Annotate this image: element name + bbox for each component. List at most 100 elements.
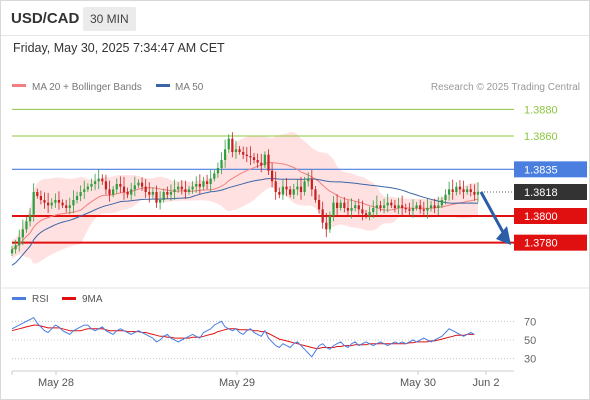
- candle-body: [466, 189, 469, 192]
- candle-body: [220, 160, 223, 168]
- level-badge-1.3780: [514, 234, 587, 251]
- candle-body: [411, 208, 415, 211]
- candle-body: [119, 184, 122, 187]
- candle-body: [379, 205, 382, 208]
- rsi-tick-30: 30: [524, 354, 536, 366]
- candle-body: [86, 186, 89, 190]
- candle-body: [317, 200, 321, 210]
- rsi-legend-label: RSI: [32, 294, 49, 305]
- candle-body: [177, 186, 180, 190]
- candle-body: [10, 249, 14, 254]
- candle-body: [112, 189, 115, 195]
- candle-body: [458, 186, 462, 190]
- candle-body: [122, 186, 126, 192]
- candle-body: [473, 192, 476, 195]
- candle-body: [404, 208, 407, 210]
- candle-body: [433, 205, 436, 208]
- rsi-ma-line: [11, 324, 475, 349]
- candle-body: [426, 208, 429, 211]
- rsi-ma-legend-label: 9MA: [82, 294, 103, 305]
- candle-body: [187, 189, 191, 192]
- candle-body: [245, 154, 248, 156]
- candle-body: [260, 162, 263, 166]
- rsi-tick-70: 70: [524, 316, 536, 328]
- candle-body: [263, 154, 266, 166]
- bollinger-band-area: [12, 132, 478, 264]
- candle-body: [393, 205, 397, 208]
- level-label-1.3835: 1.3835: [524, 164, 558, 176]
- forecast-arrow: [479, 191, 511, 245]
- x-axis: May 28 May 29 May 30 Jun 2: [11, 370, 514, 389]
- candle-body: [289, 189, 292, 195]
- level-badge-1.3835: [514, 161, 587, 178]
- candle-body: [90, 184, 93, 187]
- level-badge-1.3818: [514, 184, 587, 200]
- level-badge-1.3800: [514, 208, 587, 224]
- candle-body: [213, 173, 216, 179]
- candle-body: [332, 202, 335, 216]
- chart-datetime: Friday, May 30, 2025 7:34:47 AM CET: [13, 41, 225, 55]
- bb-legend-swatch: [12, 84, 26, 87]
- rsi-panel: 70 50 30: [11, 316, 536, 366]
- candle-body: [130, 189, 133, 195]
- candle-body: [184, 189, 187, 192]
- candle-body: [314, 189, 317, 200]
- candle-body: [83, 189, 86, 192]
- candle-body: [476, 192, 480, 195]
- candle-body: [350, 208, 353, 211]
- candle-body: [32, 192, 35, 215]
- candlesticks: [10, 132, 480, 256]
- candle-body: [422, 209, 425, 211]
- candle-body: [158, 200, 162, 203]
- level-label-1.3780: 1.3780: [524, 238, 558, 250]
- candle-body: [133, 185, 136, 190]
- candle-body: [249, 156, 252, 158]
- timeframe-badge[interactable]: 30 MIN: [83, 7, 136, 31]
- symbol-title: USD/CAD: [11, 10, 80, 27]
- moving-averages: [11, 161, 479, 266]
- candle-body: [278, 192, 281, 195]
- candle-body: [79, 192, 82, 196]
- candle-body: [166, 192, 169, 195]
- candle-body: [296, 186, 299, 190]
- candle-body: [354, 205, 357, 208]
- candle-body: [173, 189, 176, 192]
- level-label-1.3860: 1.3860: [524, 131, 558, 143]
- ma50-line: [11, 178, 479, 266]
- candle-body: [444, 194, 447, 200]
- candle-body: [285, 186, 288, 190]
- candle-body: [191, 186, 194, 190]
- candle-body: [462, 189, 465, 192]
- bb-legend-label: MA 20 + Bollinger Bands: [32, 82, 142, 93]
- candle-body: [97, 178, 100, 182]
- candle-body: [281, 186, 285, 195]
- candle-body: [195, 184, 198, 187]
- candle-body: [126, 192, 129, 195]
- candle-body: [61, 202, 64, 206]
- candle-body: [437, 205, 440, 208]
- candle-body: [43, 200, 46, 203]
- candle-body: [28, 214, 32, 222]
- candle-body: [415, 205, 418, 208]
- candle-body: [148, 192, 151, 195]
- candle-body: [357, 205, 360, 210]
- candle-body: [346, 208, 350, 211]
- candle-body: [151, 192, 154, 195]
- candle-body: [216, 168, 220, 174]
- candle-body: [372, 208, 375, 212]
- candle-body: [267, 154, 270, 171]
- candle-body: [325, 222, 328, 230]
- level-label-1.3818: 1.3818: [524, 187, 558, 199]
- rsi-line: [11, 316, 475, 358]
- x-tick-label: Jun 2: [473, 377, 500, 389]
- candle-body: [252, 157, 256, 160]
- x-tick-label: May 30: [400, 377, 436, 389]
- candle-body: [47, 202, 50, 206]
- candle-body: [104, 181, 108, 190]
- candle-body: [209, 178, 212, 184]
- candle-body: [54, 200, 57, 203]
- candle-body: [364, 213, 368, 216]
- candle-body: [68, 205, 71, 208]
- candle-body: [14, 245, 17, 250]
